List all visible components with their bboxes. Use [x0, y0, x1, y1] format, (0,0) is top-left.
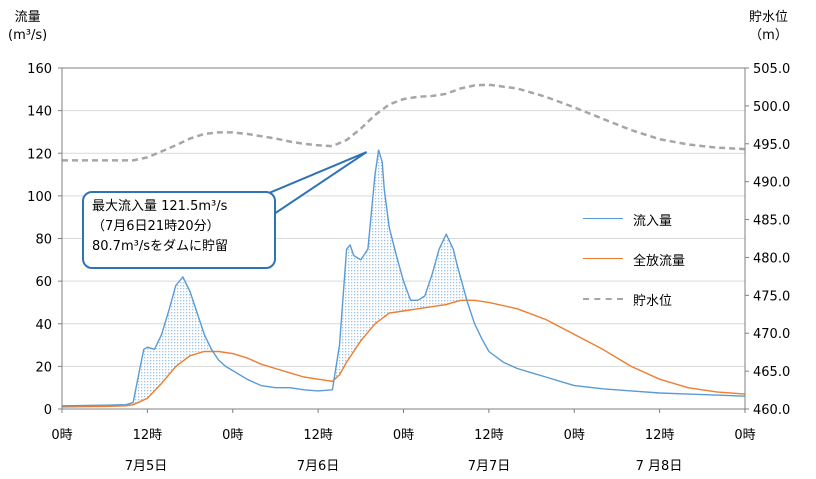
legend-label-outflow: 全放流量 — [633, 254, 686, 269]
annotation-line-3: 80.7m³/sをダムに貯留 — [92, 239, 228, 254]
annotation-pointer — [260, 151, 368, 216]
legend-label-inflow: 流入量 — [633, 214, 673, 229]
right-tick-label: 465.0 — [753, 365, 790, 380]
legend-swatch-inflow — [583, 218, 623, 219]
left-tick-label: 80 — [35, 233, 52, 248]
storage-region — [335, 152, 467, 379]
legend-label-water-level: 貯水位 — [633, 294, 673, 309]
x-tick-label: 12時 — [645, 428, 675, 443]
right-tick-label: 485.0 — [753, 214, 790, 229]
left-tick-label: 40 — [35, 318, 52, 333]
right-tick-label: 490.0 — [753, 176, 790, 191]
x-tick-label: 0時 — [734, 428, 755, 443]
x-tick-label: 12時 — [303, 428, 333, 443]
right-tick-label: 480.0 — [753, 251, 790, 266]
left-tick-label: 120 — [27, 147, 52, 162]
right-tick-label: 460.0 — [753, 403, 790, 418]
right-tick-label: 470.0 — [753, 327, 790, 342]
day-label: 7月7日 — [467, 459, 511, 474]
annotation-line-2: （7月6日21時20分） — [92, 219, 220, 234]
x-tick-label: 0時 — [222, 428, 243, 443]
left-tick-label: 160 — [27, 62, 52, 77]
annotation-box: 最大流入量 121.5m³/s （7月6日21時20分） 80.7m³/sをダム… — [82, 191, 276, 269]
left-axis-ticks: 0 20 40 60 80 100 120 140 160 — [27, 62, 62, 418]
series-lines — [61, 83, 746, 408]
legend-swatch-outflow — [583, 258, 623, 259]
y-axis-left-label: 流量 (m³/s) — [8, 9, 47, 45]
x-axis-ticks: 0時 12時 0時 12時 0時 12時 0時 12時 0時 — [51, 409, 756, 443]
x-tick-label: 0時 — [393, 428, 414, 443]
left-tick-label: 20 — [35, 360, 52, 375]
annotation-line-1: 最大流入量 121.5m³/s — [92, 199, 228, 214]
y-axis-right-label-line1: 貯水位 — [748, 10, 788, 25]
right-tick-label: 500.0 — [753, 100, 790, 115]
x-tick-label: 0時 — [564, 428, 585, 443]
right-tick-label: 495.0 — [753, 138, 790, 153]
legend-swatch-water-level — [583, 298, 623, 300]
x-tick-label: 0時 — [51, 428, 72, 443]
left-tick-label: 0 — [44, 403, 52, 418]
right-tick-label: 475.0 — [753, 289, 790, 304]
day-label: 7月6日 — [296, 459, 340, 474]
x-tick-label: 12時 — [474, 428, 504, 443]
inflow-line — [61, 149, 746, 407]
y-axis-right-label: 貯水位 （m） — [749, 9, 788, 45]
right-axis-ticks: 460.0 465.0 470.0 475.0 480.0 485.0 490.0 495.0… — [745, 62, 790, 418]
y-axis-right-label-line2: （m） — [749, 28, 788, 43]
right-tick-label: 505.0 — [753, 62, 790, 77]
left-tick-label: 100 — [27, 190, 52, 205]
y-axis-left-label-line1: 流量 — [14, 10, 41, 25]
day-label: 7 月8日 — [635, 459, 683, 474]
storage-area — [62, 152, 467, 407]
left-tick-label: 140 — [27, 105, 52, 120]
annotation-pointer-shape — [260, 151, 368, 216]
outflow-line — [61, 299, 746, 408]
storage-region — [62, 276, 213, 407]
y-axis-left-label-line2: (m³/s) — [8, 28, 48, 43]
day-label: 7月5日 — [124, 459, 168, 474]
left-tick-label: 60 — [35, 275, 52, 290]
water-level-line — [62, 83, 746, 162]
x-tick-label: 12時 — [133, 428, 163, 443]
